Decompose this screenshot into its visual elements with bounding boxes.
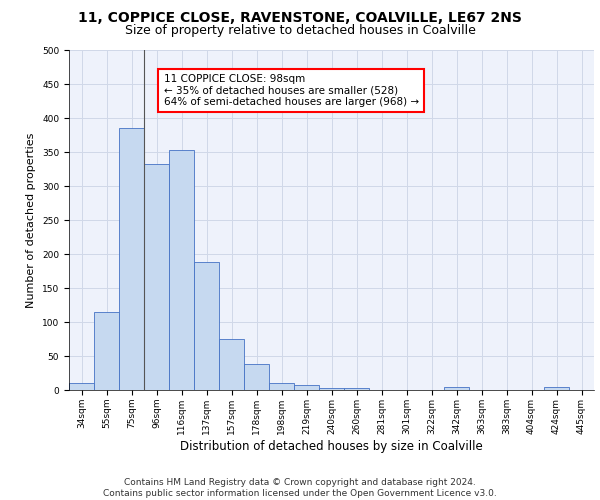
Text: Size of property relative to detached houses in Coalville: Size of property relative to detached ho… [125,24,475,37]
Y-axis label: Number of detached properties: Number of detached properties [26,132,37,308]
Bar [244,364,269,390]
Bar [294,385,319,390]
Text: 11 COPPICE CLOSE: 98sqm
← 35% of detached houses are smaller (528)
64% of semi-d: 11 COPPICE CLOSE: 98sqm ← 35% of detache… [163,74,419,107]
Bar [444,386,469,390]
Bar [544,386,569,390]
Text: Contains HM Land Registry data © Crown copyright and database right 2024.
Contai: Contains HM Land Registry data © Crown c… [103,478,497,498]
Bar [119,128,144,390]
Text: 11, COPPICE CLOSE, RAVENSTONE, COALVILLE, LE67 2NS: 11, COPPICE CLOSE, RAVENSTONE, COALVILLE… [78,11,522,25]
Bar [94,312,119,390]
Bar [169,150,194,390]
Bar [269,382,294,390]
Bar [319,388,344,390]
Bar [144,164,169,390]
X-axis label: Distribution of detached houses by size in Coalville: Distribution of detached houses by size … [180,440,483,452]
Bar [69,382,94,390]
Bar [219,339,244,390]
Bar [194,262,219,390]
Bar [344,388,369,390]
